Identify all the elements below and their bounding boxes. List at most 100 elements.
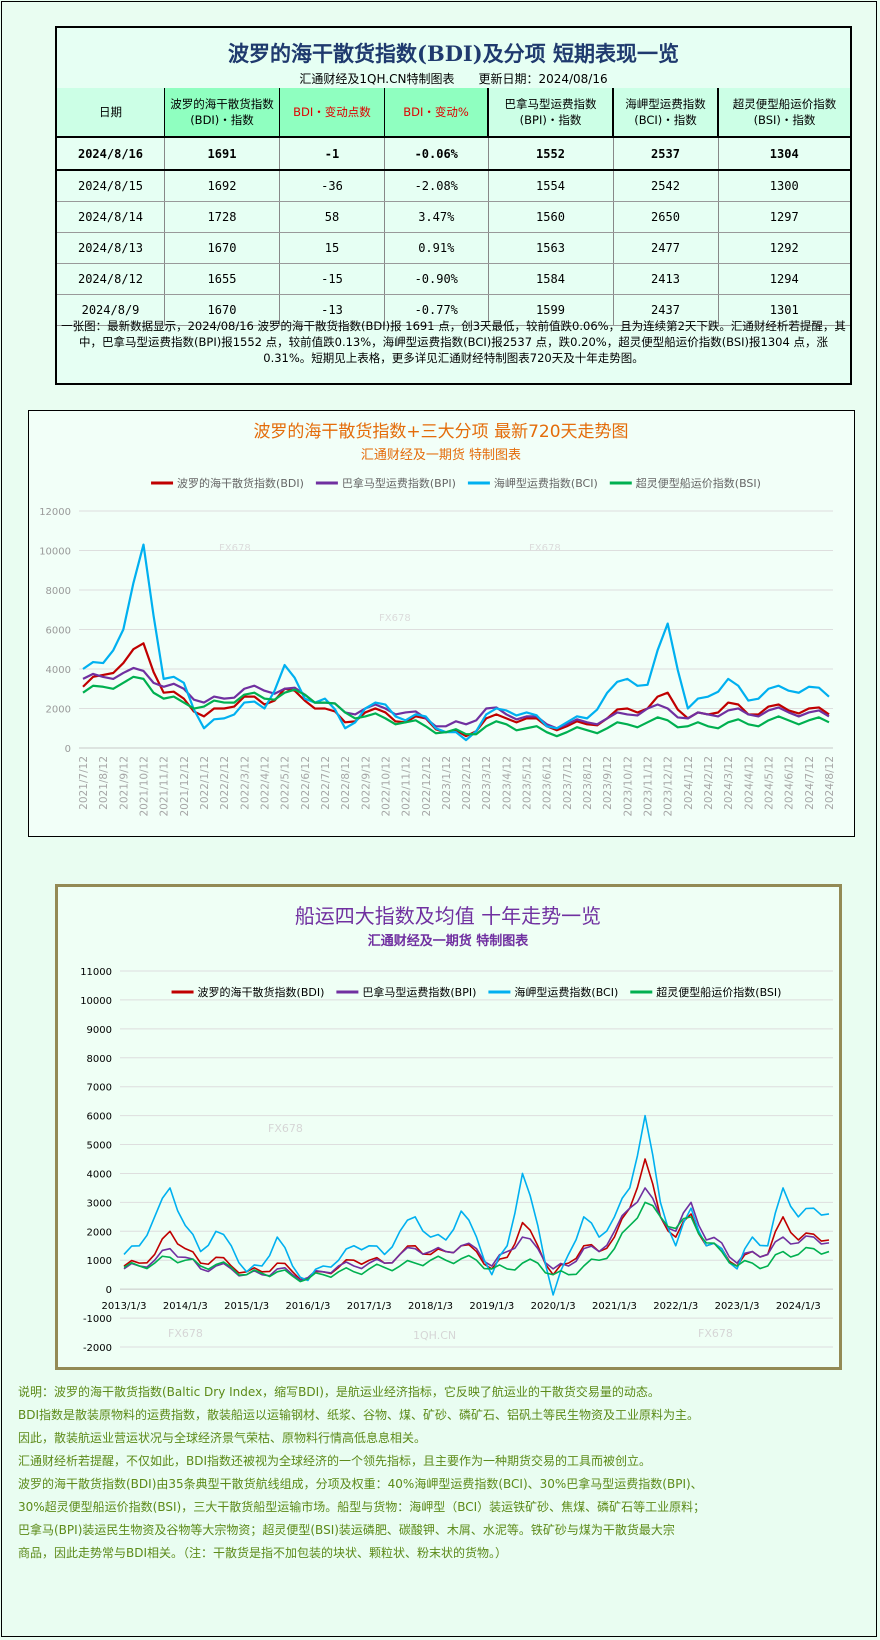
y-tick-label: 9000 bbox=[87, 1025, 112, 1036]
y-tick-label: 8000 bbox=[87, 1054, 112, 1065]
col-header-bsi: 超灵便型船运价指数(BSI)・指数 bbox=[717, 88, 850, 138]
x-tick-label: 2023/2/12 bbox=[461, 756, 473, 810]
table-cell: 1301 bbox=[717, 294, 850, 326]
table-cell: 1691 bbox=[164, 137, 280, 171]
x-tick-label: 2023/8/12 bbox=[582, 756, 594, 810]
y-tick-label: 8000 bbox=[46, 586, 71, 597]
x-tick-label: 2022/7/12 bbox=[320, 756, 332, 810]
table-cell: 2024/8/16 bbox=[57, 137, 165, 171]
table-row: 2024/8/13 1670 15 0.91% 1563 2477 1292 bbox=[57, 232, 850, 264]
table-cell: 1728 bbox=[164, 201, 280, 233]
table-row: 2024/8/15 1692 -36 -2.08% 1554 2542 1300 bbox=[57, 170, 850, 202]
x-tick-label: 2022/8/12 bbox=[340, 756, 352, 810]
y-tick-label: 7000 bbox=[87, 1083, 112, 1094]
x-tick-label: 2015/1/3 bbox=[224, 1301, 269, 1312]
table-cell: 2024/8/12 bbox=[57, 263, 165, 295]
y-tick-label: 3000 bbox=[87, 1198, 112, 1209]
table-subtitle: 汇通财经及1QH.CN特制图表 更新日期：2024/08/16 bbox=[299, 72, 608, 86]
legend-label-bpi: 巴拿马型运费指数(BPI) bbox=[362, 985, 476, 999]
y-tick-label: 6000 bbox=[46, 626, 71, 637]
table-cell: 2537 bbox=[612, 137, 718, 171]
description: 说明：波罗的海干散货指数(Baltic Dry Index，缩写BDI)，是航运… bbox=[18, 1381, 705, 1565]
y-tick-label: -2000 bbox=[83, 1343, 112, 1354]
legend-label-bsi: 超灵便型船运价指数(BSI) bbox=[636, 476, 761, 490]
watermark: FX678 bbox=[268, 1122, 303, 1135]
y-tick-label: 1000 bbox=[87, 1256, 112, 1267]
legend-label-bdi: 波罗的海干散货指数(BDI) bbox=[198, 985, 325, 999]
table-cell: 1692 bbox=[164, 170, 280, 202]
table-row: 2024/8/12 1655 -15 -0.90% 1584 2413 1294 bbox=[57, 263, 850, 295]
x-tick-label: 2022/5/12 bbox=[280, 756, 292, 810]
legend-label-bci: 海岬型运费指数(BCI) bbox=[494, 476, 598, 490]
chart-title: 波罗的海干散货指数+三大分项 最新720天走势图 bbox=[253, 422, 628, 442]
chart-ten-year: 船运四大指数及均值 十年走势一览 汇通财经及一期货 特制图表 -2000 -1000 0… bbox=[55, 884, 842, 1370]
x-tick-label: 2019/1/3 bbox=[469, 1301, 514, 1312]
col-header-bdi-change: BDI・变动点数 bbox=[279, 88, 385, 138]
col-header-bdi-pct: BDI・变动% bbox=[384, 88, 488, 138]
table-cell: 1560 bbox=[487, 201, 613, 233]
col-header-date: 日期 bbox=[57, 88, 165, 138]
table-cell: 3.47% bbox=[384, 201, 488, 233]
x-tick-label: 2023/7/12 bbox=[562, 756, 574, 810]
description-line: 说明：波罗的海干散货指数(Baltic Dry Index，缩写BDI)，是航运… bbox=[18, 1385, 660, 1399]
chart-720-day: 波罗的海干散货指数+三大分项 最新720天走势图汇通财经及一期货 特制图表 0 20… bbox=[28, 410, 855, 837]
table-cell: -36 bbox=[279, 170, 385, 202]
y-tick-label: 11000 bbox=[80, 967, 112, 978]
description-line: 巴拿马(BPI)装运民生物资及谷物等大宗物资；超灵便型(BSI)装运磷肥、碳酸钾… bbox=[18, 1523, 675, 1537]
watermark: FX678 bbox=[698, 1327, 733, 1340]
table-cell: 2542 bbox=[612, 170, 718, 202]
watermark: FX678 bbox=[379, 613, 411, 624]
legend-label-bdi: 波罗的海干散货指数(BDI) bbox=[177, 476, 304, 490]
table-cell: 58 bbox=[279, 201, 385, 233]
y-tick-label: 12000 bbox=[39, 507, 71, 518]
y-tick-label: 0 bbox=[65, 744, 71, 755]
x-tick-label: 2021/12/12 bbox=[179, 756, 191, 817]
watermark: FX678 bbox=[168, 1327, 203, 1340]
chart-subtitle: 汇通财经及一期货 特制图表 bbox=[361, 447, 521, 463]
table-cell: 1599 bbox=[487, 294, 613, 326]
x-tick-label: 2020/1/3 bbox=[531, 1301, 576, 1312]
x-tick-label: 2023/3/12 bbox=[481, 756, 493, 810]
x-tick-label: 2022/11/12 bbox=[401, 756, 413, 817]
x-tick-label: 2024/5/12 bbox=[764, 756, 776, 810]
y-tick-label: 10000 bbox=[39, 547, 71, 558]
legend-label-bsi: 超灵便型船运价指数(BSI) bbox=[656, 985, 781, 999]
x-tick-label: 2021/11/12 bbox=[159, 756, 171, 817]
table-row: 2024/8/9 1670 -13 -0.77% 1599 2437 1301 bbox=[57, 294, 850, 326]
table-cell: -2.08% bbox=[384, 170, 488, 202]
y-tick-label: 4000 bbox=[46, 665, 71, 676]
description-line: 商品，因此走势常与BDI相关。（注：干散货是指不加包装的块状、颗粒状、粉末状的货… bbox=[18, 1546, 508, 1560]
x-tick-label: 2018/1/3 bbox=[408, 1301, 453, 1312]
chart-subtitle: 汇通财经及一期货 特制图表 bbox=[368, 933, 530, 949]
series-line-bci bbox=[123, 1114, 830, 1296]
legend-label-bpi: 巴拿马型运费指数(BPI) bbox=[342, 476, 456, 490]
table-cell: 1670 bbox=[164, 294, 280, 326]
y-tick-label: 6000 bbox=[87, 1112, 112, 1123]
x-tick-label: 2022/12/12 bbox=[421, 756, 433, 817]
table-cell: -0.06% bbox=[384, 137, 488, 171]
x-tick-label: 2023/10/12 bbox=[622, 756, 634, 817]
x-tick-label: 2023/12/12 bbox=[663, 756, 675, 817]
x-tick-label: 2022/9/12 bbox=[360, 756, 372, 810]
x-tick-label: 2023/5/12 bbox=[522, 756, 534, 810]
table-row: 2024/8/16 1691 -1 -0.06% 1552 2537 1304 bbox=[57, 137, 850, 171]
table-cell: 1554 bbox=[487, 170, 613, 202]
x-tick-label: 2024/7/12 bbox=[804, 756, 816, 810]
table-cell: 1297 bbox=[717, 201, 850, 233]
x-tick-label: 2017/1/3 bbox=[347, 1301, 392, 1312]
x-tick-label: 2013/1/3 bbox=[102, 1301, 147, 1312]
x-tick-label: 2022/3/12 bbox=[239, 756, 251, 810]
x-tick-label: 2016/1/3 bbox=[285, 1301, 330, 1312]
x-tick-label: 2022/1/12 bbox=[199, 756, 211, 810]
description-line: 汇通财经析若提醒，不仅如此，BDI指数还被视为全球经济的一个领先指标，且主要作为… bbox=[18, 1454, 652, 1468]
series-line-bpi bbox=[82, 666, 830, 730]
x-tick-label: 2022/4/12 bbox=[259, 756, 271, 810]
table-cell: 1294 bbox=[717, 263, 850, 295]
x-tick-label: 2024/6/12 bbox=[784, 756, 796, 810]
x-tick-label: 2021/10/12 bbox=[138, 756, 150, 817]
series-line-bci bbox=[82, 543, 830, 742]
series-line-bsi bbox=[123, 1201, 830, 1283]
